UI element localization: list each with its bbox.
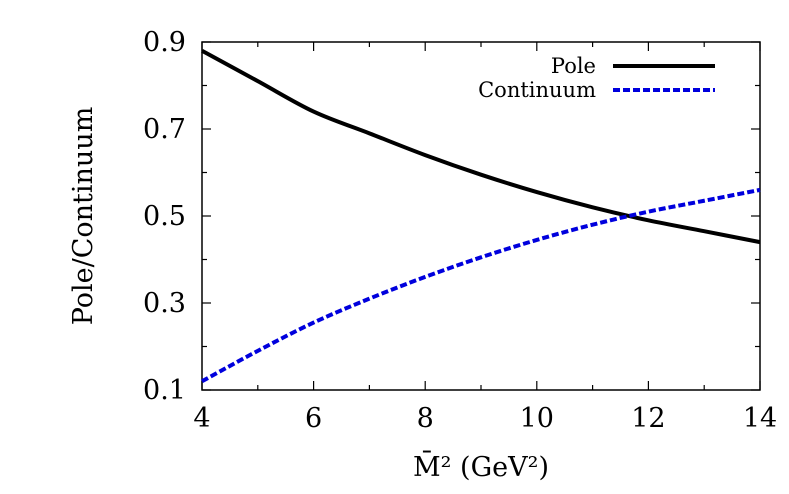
x-ticks: 4 6 8 10 12 14: [193, 42, 777, 434]
series-layer: [201, 48, 761, 384]
legend-label-continuum: Continuum: [478, 78, 596, 102]
y-tick-label: 0.1: [143, 375, 186, 406]
y-tick-label: 0.5: [143, 201, 186, 232]
x-tick-label: 8: [417, 403, 434, 434]
series-line-pole: [201, 48, 761, 245]
y-ticks: 0.1 0.3 0.5 0.7 0.9: [143, 27, 760, 406]
y-tick-label: 0.3: [143, 288, 186, 319]
x-tick-label: 14: [743, 403, 777, 434]
legend-label-pole: Pole: [551, 54, 596, 78]
x-axis-label: M̄² (GeV²): [413, 449, 549, 483]
series-line-continuum: [201, 187, 761, 384]
x-tick-label: 4: [193, 403, 210, 434]
x-tick-label: 12: [631, 403, 665, 434]
y-tick-label: 0.9: [143, 27, 186, 58]
y-axis-label: Pole/Continuum: [68, 107, 99, 326]
x-tick-label: 6: [305, 403, 322, 434]
legend: Pole Continuum: [478, 54, 715, 102]
x-tick-label: 10: [520, 403, 554, 434]
y-tick-label: 0.7: [143, 114, 186, 145]
